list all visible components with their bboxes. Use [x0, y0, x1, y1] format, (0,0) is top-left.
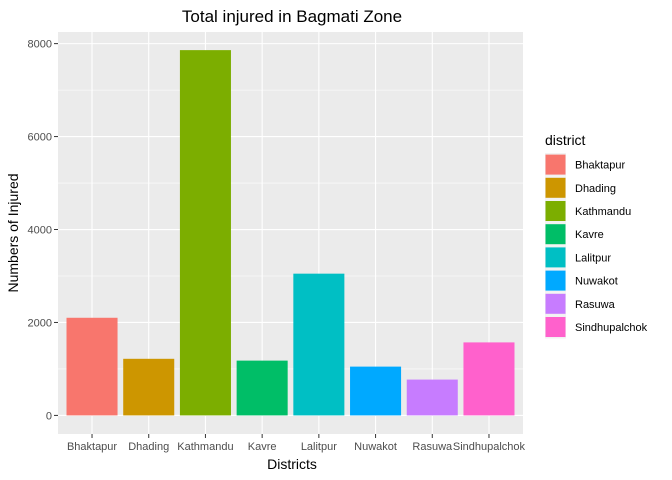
y-tick-label: 8000: [28, 39, 52, 51]
x-axis-title: Districts: [267, 456, 317, 472]
x-axis: Bhaktapur Dhading Kathmandu Kavre Lalitpur Nu…: [67, 434, 526, 453]
y-axis: 0 2000 4000 6000 8000: [28, 39, 58, 422]
legend-label: Nuwakot: [575, 276, 618, 288]
legend: district Bhaktapur Dhading Kathmandu Kavre L…: [545, 132, 648, 339]
bar-rasuwa: [406, 379, 458, 416]
legend-swatch-kavre: [545, 224, 566, 245]
x-tick-label: Kathmandu: [177, 441, 233, 453]
y-tick-label: 2000: [28, 317, 52, 329]
bar-kathmandu: [179, 50, 231, 416]
bar-dhading: [123, 358, 175, 416]
bar-lalitpur: [293, 273, 345, 416]
legend-swatch-sindhupalchok: [545, 317, 566, 337]
y-tick-label: 0: [46, 410, 52, 422]
legend-label: Kavre: [575, 229, 604, 241]
bar-kavre: [236, 360, 288, 416]
chart-title: Total injured in Bagmati Zone: [182, 7, 402, 26]
legend-label: Sindhupalchok: [575, 322, 648, 334]
x-tick-label: Lalitpur: [301, 441, 337, 453]
x-tick-label: Nuwakot: [354, 441, 397, 453]
legend-label: Lalitpur: [575, 252, 611, 264]
y-axis-title: Numbers of Injured: [5, 173, 21, 292]
legend-label: Dhading: [575, 183, 616, 195]
legend-swatch-kathmandu: [545, 201, 566, 221]
bar-sindhupalchok: [463, 342, 515, 416]
bar-nuwakot: [350, 366, 402, 416]
legend-swatch-rasuwa: [545, 293, 566, 314]
legend-label: Bhaktapur: [575, 160, 625, 172]
legend-label: Rasuwa: [575, 299, 616, 311]
legend-swatch-lalitpur: [545, 247, 566, 268]
legend-swatch-dhading: [545, 177, 566, 198]
x-tick-label: Kavre: [248, 441, 277, 453]
bars: [66, 50, 515, 416]
bar-bhaktapur: [66, 317, 118, 416]
y-tick-label: 6000: [28, 132, 52, 144]
legend-swatch-bhaktapur: [545, 154, 566, 175]
x-tick-label: Bhaktapur: [67, 441, 117, 453]
y-tick-label: 4000: [28, 225, 52, 237]
legend-title: district: [545, 132, 586, 148]
x-tick-label: Sindhupalchok: [453, 441, 526, 453]
x-tick-label: Dhading: [128, 441, 169, 453]
legend-swatch-nuwakot: [545, 270, 566, 291]
x-tick-label: Rasuwa: [412, 441, 453, 453]
legend-label: Kathmandu: [575, 206, 631, 218]
